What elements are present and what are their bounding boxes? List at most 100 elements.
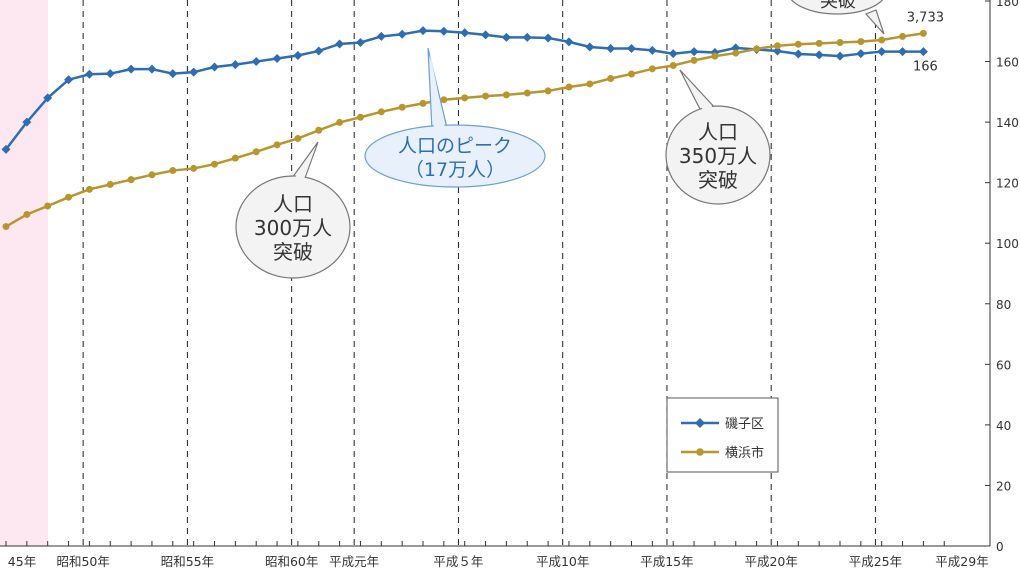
annotation-350man-line3: 突破 (698, 168, 738, 192)
data-point (315, 126, 323, 134)
y-tick-label: 160 (996, 56, 1019, 70)
data-point (586, 80, 594, 88)
annotation-300man-line2: 300万人 (254, 216, 332, 240)
data-point (251, 57, 261, 67)
y-tick-label: 60 (996, 358, 1011, 372)
data-point (878, 36, 886, 44)
annotation-peak-line2: （17万人） (405, 159, 505, 181)
data-point (793, 49, 803, 59)
data-point (44, 202, 52, 210)
data-point (772, 46, 782, 56)
data-point (773, 42, 781, 50)
y-tick-label: 180 (996, 0, 1019, 9)
data-point (126, 64, 136, 74)
data-point (376, 31, 386, 41)
data-point (190, 164, 198, 172)
data-point (918, 47, 928, 57)
series-end-label: 166 (913, 60, 938, 75)
data-point (711, 52, 719, 60)
annotation-top: 突破 (790, 0, 885, 35)
data-point (22, 117, 32, 127)
data-point (669, 61, 677, 69)
data-point (689, 47, 699, 57)
legend-label-isogo: 磯子区 (725, 417, 764, 432)
data-point (794, 40, 802, 48)
data-point (211, 160, 218, 168)
data-point (127, 176, 135, 184)
data-point (585, 42, 595, 52)
data-point (210, 62, 219, 72)
x-tick-label: 45年 (8, 554, 36, 569)
y-tick-label: 80 (996, 298, 1011, 312)
data-point (65, 193, 73, 201)
data-point (857, 38, 865, 46)
data-point (482, 92, 490, 100)
y-tick-label: 20 (996, 479, 1011, 493)
x-tick-label: 平成20年 (744, 554, 797, 569)
data-point (1, 144, 11, 154)
data-point (606, 44, 616, 54)
data-point (877, 47, 887, 57)
y-ticks: 0 20 40 60 80 100 120 140 160 180 (985, 0, 1019, 554)
x-tick-label: 昭和60年 (265, 554, 318, 569)
data-point (85, 185, 93, 193)
x-tick-label: 平成29年 (935, 554, 988, 569)
data-point (543, 33, 553, 43)
data-point (418, 26, 428, 36)
data-point (23, 210, 31, 218)
y-tick-label: 0 (996, 540, 1004, 554)
data-point (148, 171, 156, 179)
data-point (168, 69, 178, 79)
data-point (523, 89, 531, 97)
data-point (690, 56, 698, 64)
x-tick-label: 昭和55年 (161, 554, 214, 569)
data-point (314, 46, 324, 56)
x-tick-label: 平成元年 (329, 554, 379, 569)
data-point (481, 30, 491, 40)
data-point (398, 103, 406, 111)
annotation-top-line1: 突破 (820, 0, 856, 12)
legend: 磯子区 横浜市 (666, 397, 779, 473)
data-point (2, 223, 10, 231)
annotation-300man-line1: 人口 (273, 192, 313, 216)
legend-marker-yokohama (696, 448, 704, 456)
data-point (607, 75, 615, 83)
annotation-300man: 人口 300万人 突破 (235, 141, 351, 279)
data-point (647, 45, 657, 55)
x-tick-label: 平成５年 (433, 554, 483, 569)
data-point (105, 69, 115, 79)
data-point (272, 54, 282, 64)
data-point (377, 108, 385, 116)
data-point (419, 99, 427, 107)
x-tick-label: 平成25年 (849, 554, 902, 569)
highlight-band (0, 0, 48, 546)
annotation-peak: 人口のピーク （17万人） (364, 47, 546, 188)
data-point (84, 69, 94, 79)
data-point (627, 44, 636, 54)
data-point (544, 87, 552, 95)
data-point (668, 49, 678, 59)
data-point (43, 93, 53, 103)
data-point (628, 70, 635, 78)
annotation-300man-line3: 突破 (273, 240, 313, 264)
data-point (919, 29, 927, 37)
series-end-label: 3,733 (907, 10, 944, 25)
data-point (397, 29, 407, 39)
data-point (335, 39, 345, 49)
data-point (355, 37, 365, 47)
data-point (731, 43, 741, 53)
annotation-350man-line2: 350万人 (679, 144, 757, 168)
data-point (522, 32, 532, 42)
data-point (356, 113, 364, 121)
data-point (856, 49, 866, 59)
y-tick-label: 120 (996, 177, 1019, 191)
data-point (564, 37, 574, 47)
data-point (189, 67, 199, 77)
x-tick-label: 平成10年 (536, 554, 589, 569)
annotation-350man: 人口 350万人 突破 (665, 69, 771, 205)
data-point (336, 118, 344, 126)
legend-label-yokohama: 横浜市 (725, 445, 764, 461)
data-point (565, 83, 573, 91)
data-point (169, 167, 177, 175)
